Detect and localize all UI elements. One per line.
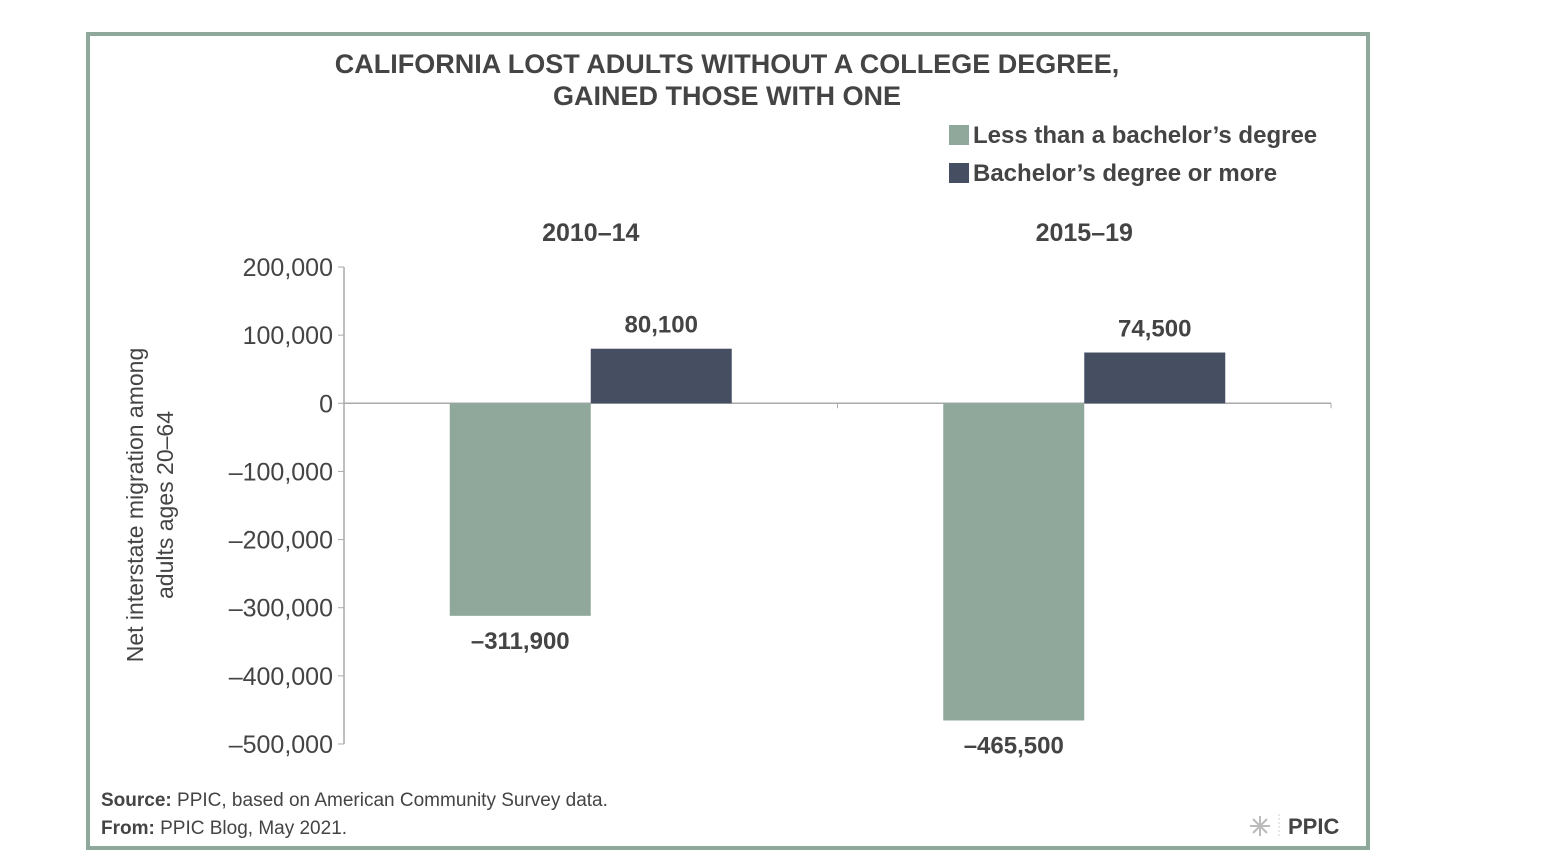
data-label: –311,900 <box>471 628 570 655</box>
from-text: PPIC Blog, May 2021. <box>155 818 347 839</box>
legend-swatch <box>949 125 969 145</box>
bar-bachelors <box>590 348 732 404</box>
source-note: Source: PPIC, based on American Communit… <box>101 790 608 811</box>
y-tick-label: 0 <box>319 390 333 418</box>
category-label: 2010–14 <box>542 219 639 247</box>
y-axis-label-line2: adults ages 20–64 <box>152 411 178 599</box>
y-tick-label: –300,000 <box>229 595 333 623</box>
sunburst-icon <box>1250 816 1270 836</box>
y-tick-label: –100,000 <box>229 458 333 486</box>
chart-frame <box>86 32 1370 850</box>
from-label: From: <box>101 818 155 839</box>
y-tick-label: –500,000 <box>229 731 333 759</box>
legend-label: Less than a bachelor’s degree <box>973 122 1317 149</box>
data-label: –465,500 <box>964 732 1064 759</box>
bar-less-than-bachelors <box>449 403 591 616</box>
y-axis-label: Net interstate migration among <box>122 348 148 663</box>
y-tick-label: –400,000 <box>229 663 333 691</box>
y-tick-label: –200,000 <box>229 527 333 555</box>
legend-swatch <box>949 163 969 183</box>
chart-title: CALIFORNIA LOST ADULTS WITHOUT A COLLEGE… <box>335 49 1119 79</box>
y-tick-label: 100,000 <box>243 322 333 350</box>
data-label: 74,500 <box>1118 316 1191 343</box>
bar-less-than-bachelors <box>943 403 1085 721</box>
legend-label: Bachelor’s degree or more <box>973 160 1277 187</box>
y-tick-label: 200,000 <box>243 254 333 282</box>
source-text: PPIC, based on American Community Survey… <box>172 790 608 811</box>
from-note: From: PPIC Blog, May 2021. <box>101 818 347 839</box>
source-label: Source: <box>101 790 172 811</box>
chart-title-line2: GAINED THOSE WITH ONE <box>553 81 901 111</box>
logo-text: PPIC <box>1288 814 1339 839</box>
bar-bachelors <box>1084 352 1226 404</box>
data-label: 80,100 <box>625 312 698 339</box>
ppic-logo: PPIC <box>1250 814 1339 839</box>
category-label: 2015–19 <box>1036 219 1133 247</box>
